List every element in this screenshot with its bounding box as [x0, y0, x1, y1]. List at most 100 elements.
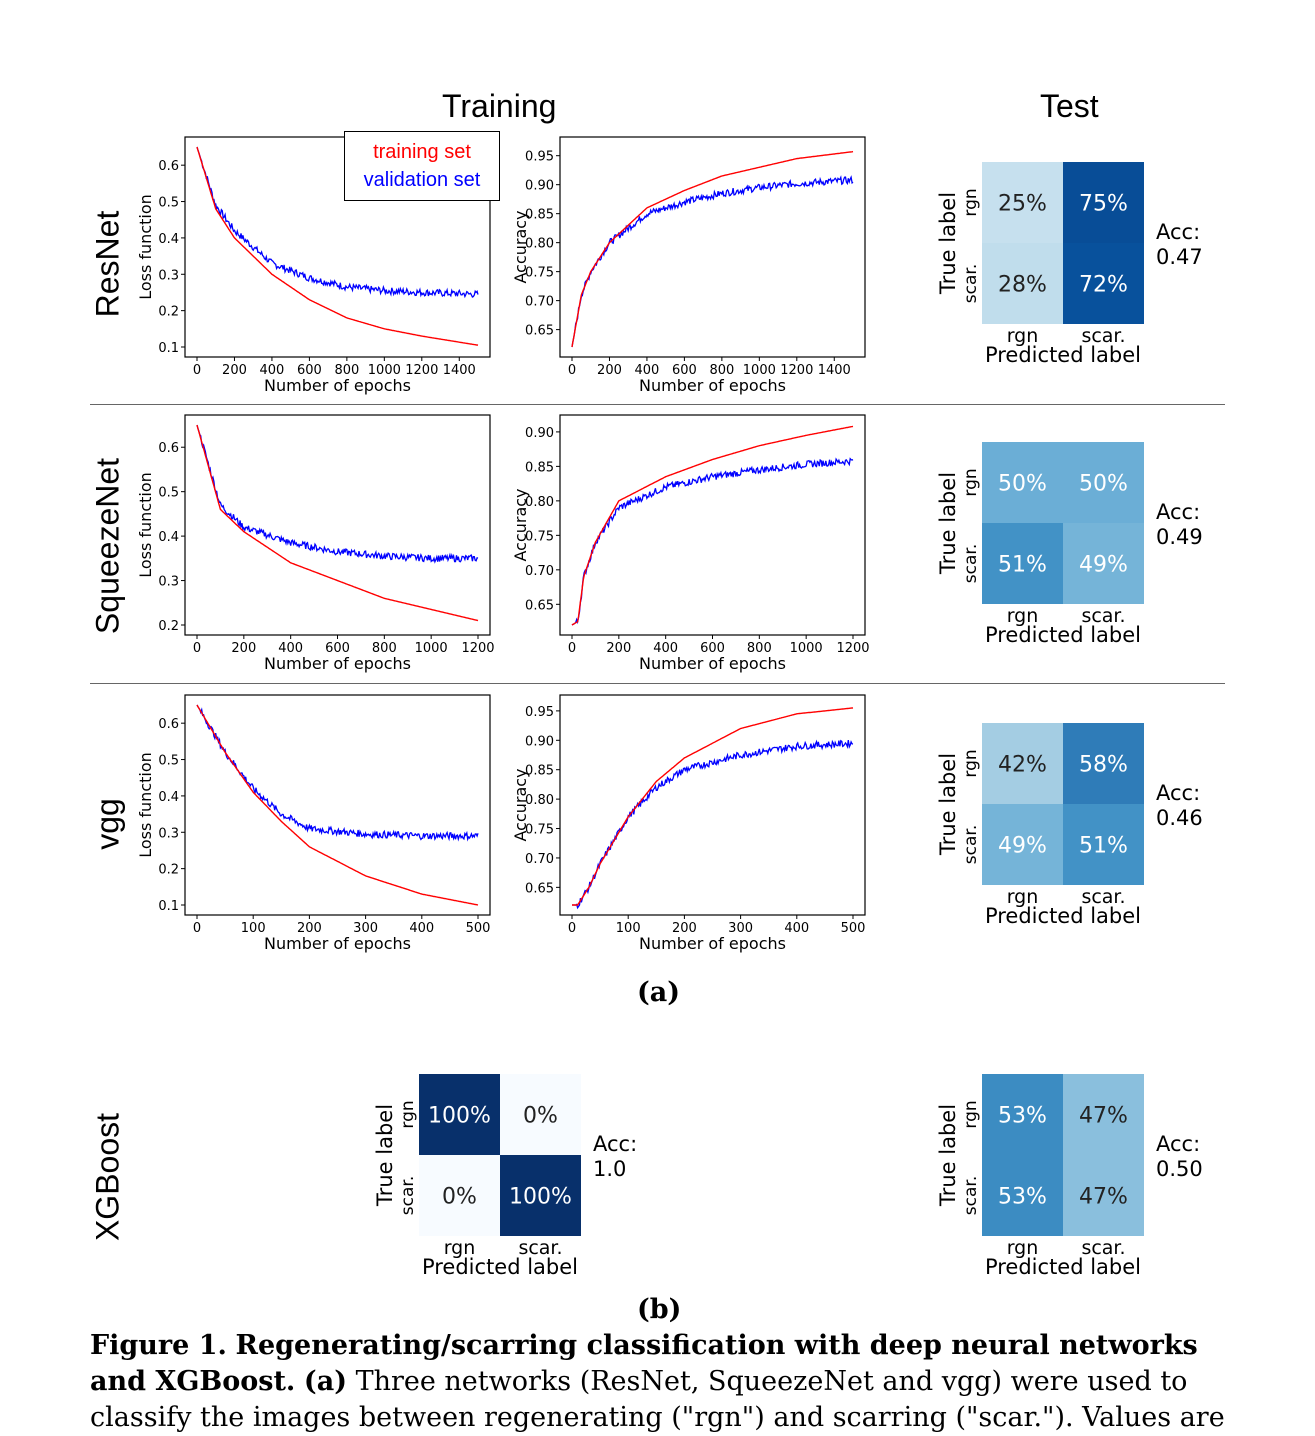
confusion-cell — [1063, 1155, 1144, 1236]
predicted-label-axis: Predicted label — [422, 1255, 578, 1279]
x-tick-label: 1000 — [743, 363, 776, 378]
resnet-loss-chart: 0.1 0.2 0.3 0.4 0.5 0.6 0 200 400 600 800 1000 1200 1… — [136, 136, 491, 395]
caption-label: Figure 1. — [90, 1330, 227, 1361]
confusion-cell — [1063, 162, 1144, 243]
col-class-label: scar. — [518, 1237, 562, 1259]
confusion-cell-value: 50% — [1079, 472, 1128, 497]
confusion-cell — [1063, 1074, 1144, 1155]
panel-label-b: (b) — [637, 1294, 682, 1325]
x-tick-label: 500 — [841, 921, 866, 936]
x-tick-label: 600 — [672, 363, 697, 378]
y-tick-label: 0.6 — [158, 717, 179, 732]
caption-title: Regenerating/scarring classification wit… — [90, 1330, 1198, 1397]
confusion-cell — [1063, 243, 1144, 324]
confusion-cell-value: 25% — [998, 192, 1047, 217]
x-axis-label: Number of epochs — [264, 376, 411, 395]
x-tick-label: 0 — [193, 921, 201, 936]
legend-validation: validation set — [363, 169, 481, 191]
predicted-label-axis: Predicted label — [985, 623, 1141, 647]
y-tick-label: 0.70 — [525, 852, 554, 867]
confusion-cell-value: 0% — [442, 1185, 477, 1210]
predicted-label-axis: Predicted label — [985, 343, 1141, 367]
confusion-cell — [982, 442, 1063, 523]
y-tick-label: 0.90 — [525, 426, 554, 441]
confusion-cell-value: 51% — [1079, 834, 1128, 859]
x-tick-label: 400 — [635, 363, 660, 378]
validation-series-line — [196, 704, 479, 842]
x-tick-label: 400 — [278, 641, 303, 656]
y-tick-label: 0.70 — [525, 564, 554, 579]
x-tick-label: 1000 — [415, 641, 448, 656]
confusion-cell — [982, 243, 1063, 324]
x-tick-label: 400 — [784, 921, 809, 936]
y-axis-label: Loss function — [136, 472, 155, 578]
x-tick-label: 100 — [241, 921, 266, 936]
col-class-label: rgn — [1007, 325, 1039, 347]
x-tick-label: 200 — [672, 921, 697, 936]
col-class-label: rgn — [1007, 605, 1039, 627]
model-label-vgg: vgg — [89, 798, 126, 850]
confusion-cell — [982, 523, 1063, 604]
plot-frame — [184, 414, 491, 636]
y-tick-label: 0.80 — [525, 237, 554, 252]
accuracy-value: 0.47 — [1156, 245, 1203, 269]
training-series-line — [196, 146, 479, 346]
x-axis-label: Number of epochs — [639, 376, 786, 395]
x-axis-label: Number of epochs — [639, 934, 786, 953]
y-tick-label: 0.3 — [158, 575, 179, 590]
true-label-axis: True label — [936, 192, 960, 295]
row-class-label: scar. — [961, 544, 981, 583]
y-tick-label: 0.3 — [158, 826, 179, 841]
confusion-cell-value: 49% — [1079, 553, 1128, 578]
squeezenet-loss-chart: 0.2 0.3 0.4 0.5 0.6 0 200 400 600 800 1000 1200 Numb… — [136, 414, 495, 673]
x-tick-label: 200 — [597, 363, 622, 378]
true-label-axis: True label — [936, 1104, 960, 1207]
x-tick-label: 800 — [709, 363, 734, 378]
confusion-cell — [982, 1155, 1063, 1236]
x-tick-label: 800 — [372, 641, 397, 656]
confusion-cell-value: 75% — [1079, 192, 1128, 217]
x-tick-label: 200 — [222, 363, 247, 378]
x-tick-label: 0 — [568, 921, 576, 936]
row-separator — [90, 683, 1225, 684]
x-tick-label: 300 — [353, 921, 378, 936]
x-tick-label: 100 — [616, 921, 641, 936]
y-tick-label: 0.90 — [525, 734, 554, 749]
accuracy-label: Acc: — [1156, 781, 1200, 805]
y-tick-label: 0.95 — [525, 705, 554, 720]
y-tick-label: 0.3 — [158, 268, 179, 283]
y-tick-label: 0.70 — [525, 295, 554, 310]
plot-frame — [184, 136, 491, 358]
confusion-cell — [982, 1074, 1063, 1155]
confusion-cell — [500, 1074, 581, 1155]
x-tick-label: 0 — [568, 641, 576, 656]
y-tick-label: 0.5 — [158, 486, 179, 501]
confusion-cell — [500, 1155, 581, 1236]
x-tick-label: 1200 — [461, 641, 494, 656]
panel-label-a: (a) — [637, 977, 681, 1008]
confusion-cell — [1063, 442, 1144, 523]
confusion-cell — [982, 804, 1063, 885]
x-tick-label: 0 — [568, 363, 576, 378]
y-axis-label: Accuracy — [511, 210, 530, 283]
x-tick-label: 600 — [325, 641, 350, 656]
accuracy-label: Acc: — [1156, 1132, 1200, 1156]
legend-training: training set — [373, 141, 471, 163]
y-tick-label: 0.2 — [158, 305, 179, 320]
x-tick-label: 600 — [700, 641, 725, 656]
y-tick-label: 0.90 — [525, 179, 554, 194]
y-tick-label: 0.1 — [158, 899, 179, 914]
plot-frame — [559, 694, 866, 916]
confusion-cell — [1063, 523, 1144, 604]
validation-series-line — [196, 146, 479, 299]
row-class-label: rgn — [961, 468, 981, 496]
confusion-cell-value: 47% — [1079, 1104, 1128, 1129]
y-tick-label: 0.65 — [525, 598, 554, 613]
caption-part-a: (a) — [303, 1366, 347, 1397]
true-label-axis: True label — [936, 472, 960, 575]
figure-caption: Figure 1. Regenerating/scarring classifi… — [90, 1328, 1230, 1436]
accuracy-value: 0.49 — [1156, 525, 1203, 549]
row-separator — [90, 404, 1225, 405]
